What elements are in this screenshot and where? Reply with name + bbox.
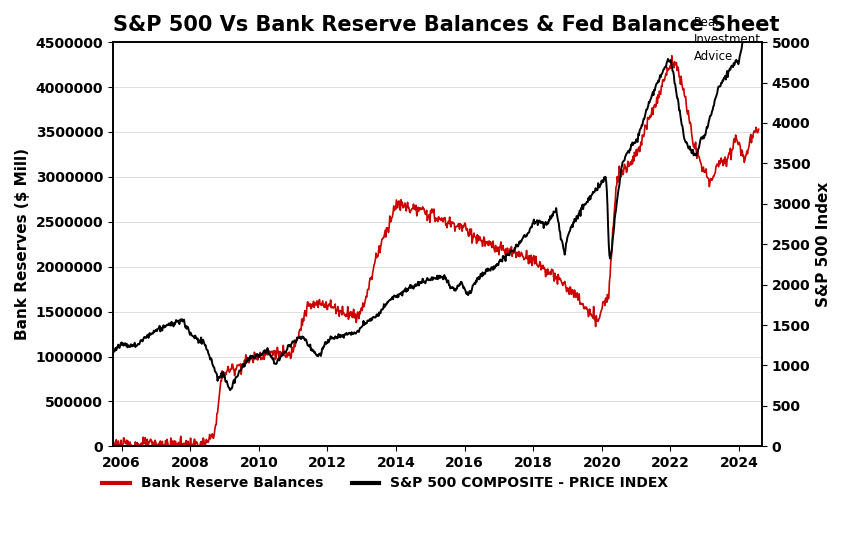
- Legend: Bank Reserve Balances, S&P 500 COMPOSITE - PRICE INDEX: Bank Reserve Balances, S&P 500 COMPOSITE…: [97, 471, 674, 496]
- Y-axis label: Bank Reserves ($ Mill): Bank Reserves ($ Mill): [15, 148, 30, 340]
- Text: S&P 500 Vs Bank Reserve Balances & Fed Balance Sheet: S&P 500 Vs Bank Reserve Balances & Fed B…: [113, 15, 779, 35]
- Y-axis label: S&P 500 Index: S&P 500 Index: [816, 182, 831, 307]
- Text: Real
Investment
Advice: Real Investment Advice: [694, 16, 761, 63]
